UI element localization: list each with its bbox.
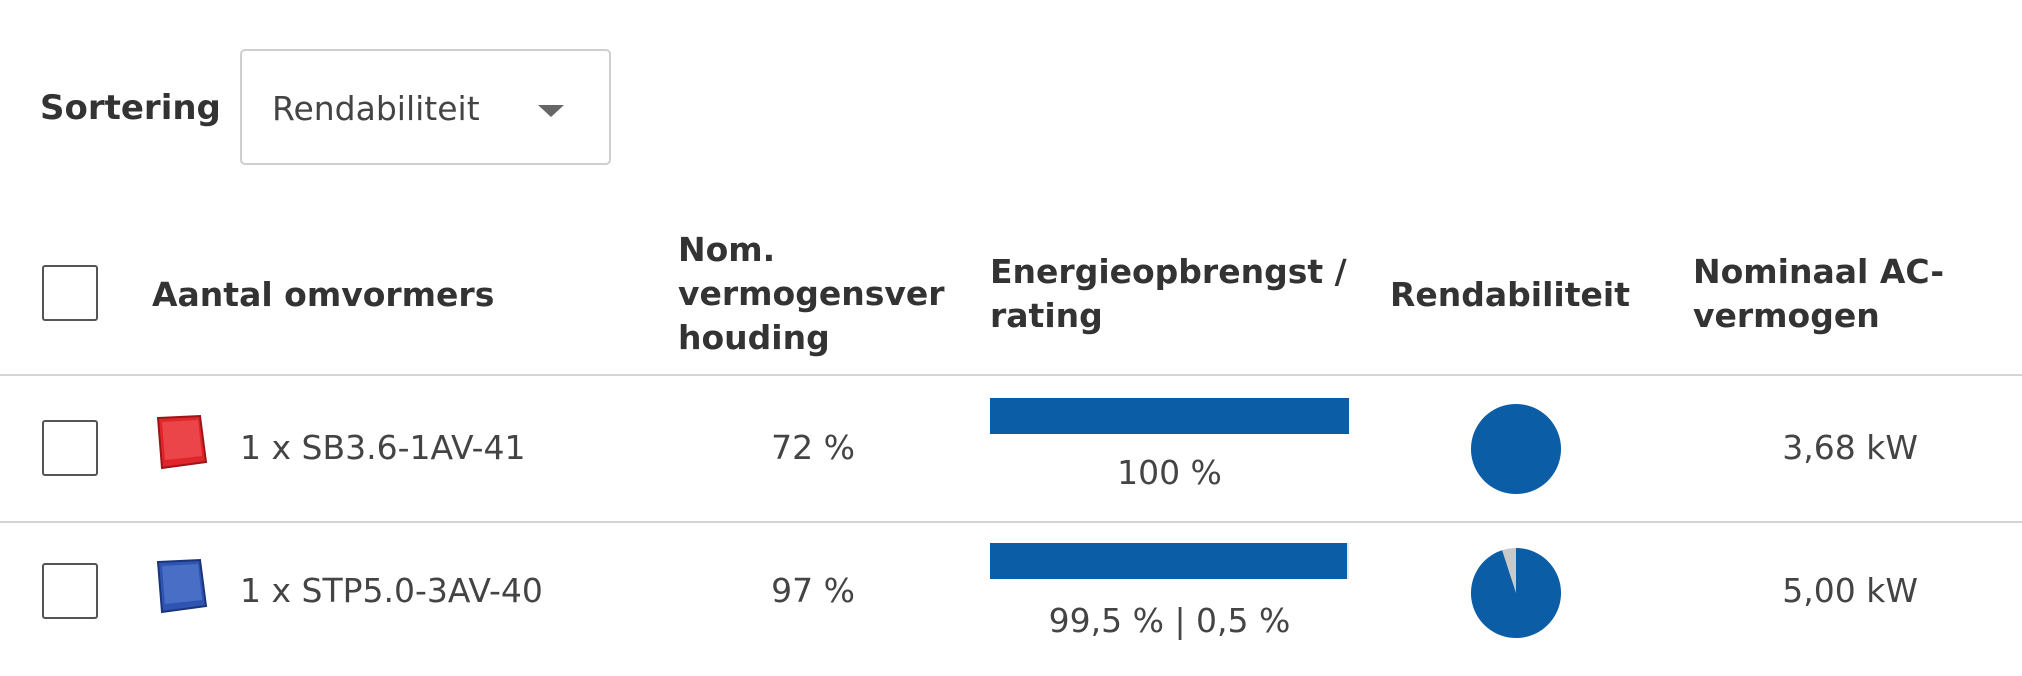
select-all-checkbox[interactable]: [42, 265, 98, 321]
header-yield-line: rating: [990, 296, 1103, 335]
header-ac-power[interactable]: Nominaal AC- vermogen: [1693, 250, 1944, 338]
sort-dropdown[interactable]: Rendabiliteit: [240, 49, 611, 165]
ratio-value: 97 %: [771, 571, 855, 610]
yield-bar: [990, 543, 1349, 579]
header-yield-line: Energieopbrengst /: [990, 252, 1347, 291]
pie-slice: [1470, 404, 1561, 494]
header-profitability[interactable]: Rendabiliteit: [1390, 275, 1630, 314]
sort-label: Sortering: [40, 88, 221, 128]
header-ratio-line: houding: [678, 318, 830, 357]
header-ac-power-line: Nominaal AC-: [1693, 252, 1945, 291]
pie-slice: [1471, 548, 1561, 638]
header-ac-power-line: vermogen: [1693, 296, 1880, 335]
header-ratio-line: vermogensver: [678, 274, 945, 313]
header-yield[interactable]: Energieopbrengst / rating: [990, 250, 1347, 338]
yield-bar-label: 99,5 % | 0,5 %: [1048, 601, 1291, 640]
inverter-name: 1 x SB3.6-1AV-41: [240, 428, 526, 467]
header-ratio-line: Nom.: [678, 230, 776, 269]
yield-bar-fill: [990, 543, 1348, 579]
blue-inverter-icon: [156, 558, 208, 614]
caret-down-icon: [538, 105, 564, 117]
profitability-pie: [1470, 404, 1561, 494]
profitability-pie: [1471, 548, 1561, 638]
header-divider: [0, 374, 2022, 376]
yield-bar-fill: [990, 398, 1349, 434]
table-row[interactable]: 1 x STP5.0-3AV-40 97 % 99,5 % | 0,5 % 5,…: [0, 523, 2022, 673]
red-inverter-icon: [156, 414, 208, 470]
header-inverters[interactable]: Aantal omvormers: [152, 275, 495, 314]
yield-bar-label: 100 %: [1117, 453, 1222, 492]
sort-selected-value: Rendabiliteit: [272, 89, 480, 128]
ac-power-value: 5,00 kW: [1782, 571, 1918, 610]
row-divider: [0, 521, 2022, 523]
row-checkbox[interactable]: [42, 420, 98, 476]
row-checkbox[interactable]: [42, 563, 98, 619]
ratio-value: 72 %: [771, 428, 855, 467]
yield-bar: [990, 398, 1349, 434]
header-ratio[interactable]: Nom. vermogensver houding: [678, 228, 945, 360]
inverter-name: 1 x STP5.0-3AV-40: [240, 571, 543, 610]
table-row[interactable]: 1 x SB3.6-1AV-41 72 % 100 % 3,68 kW: [0, 376, 2022, 522]
ac-power-value: 3,68 kW: [1782, 428, 1918, 467]
